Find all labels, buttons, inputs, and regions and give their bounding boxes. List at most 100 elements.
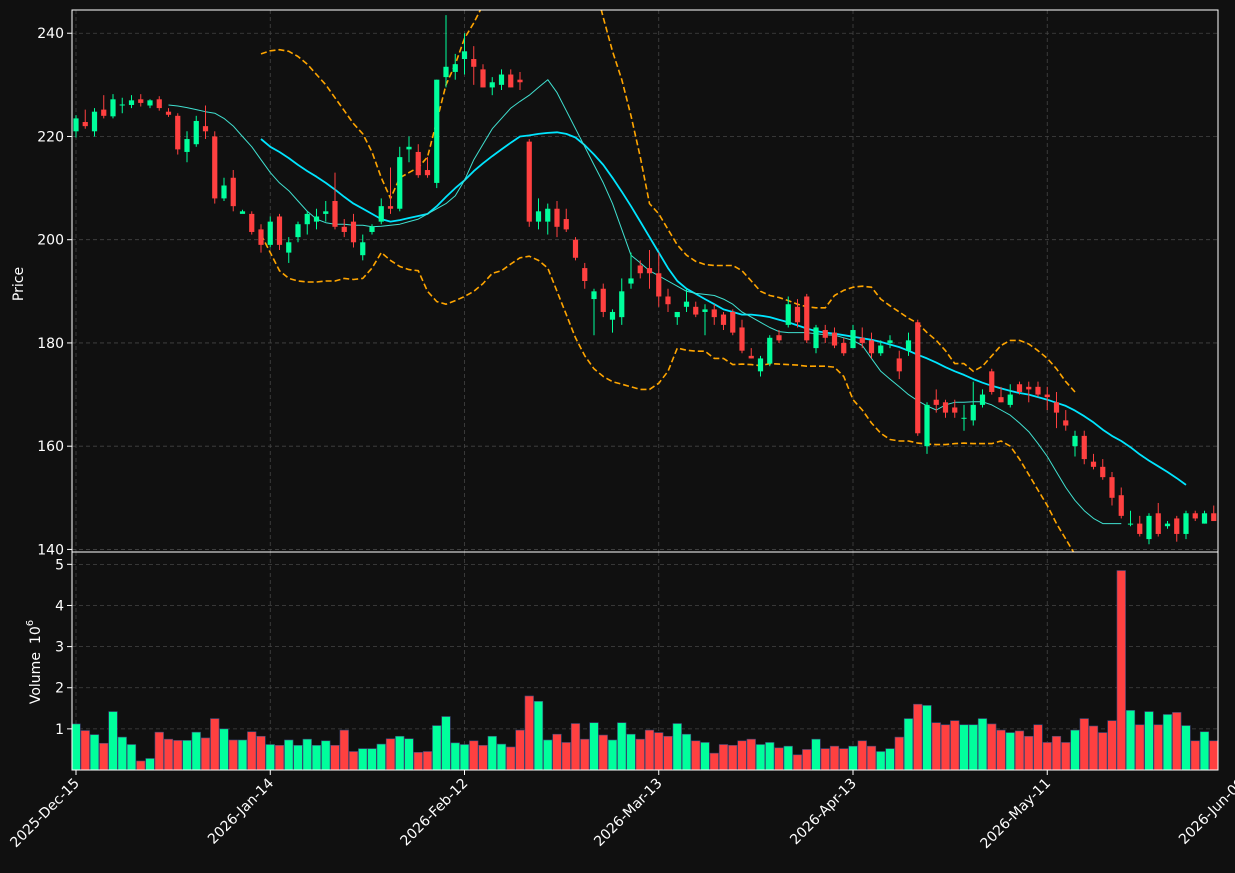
volume-bar (237, 739, 248, 771)
volume-bar (977, 718, 988, 771)
volume-bar (598, 734, 608, 771)
candle-body (785, 304, 791, 325)
candle-body (489, 82, 495, 88)
candle-body (711, 309, 717, 318)
volume-bar (894, 736, 904, 771)
candle-body (1035, 386, 1041, 395)
candle-body (683, 301, 690, 307)
volume-bar (1070, 729, 1080, 771)
candle-body (1201, 513, 1208, 524)
volume-bar (654, 732, 664, 771)
candle-body (295, 224, 301, 238)
candle-body (1183, 513, 1189, 534)
volume-bar (1162, 714, 1173, 771)
candle-body (739, 327, 745, 351)
volume-bar (71, 723, 81, 771)
volume-bar (145, 758, 155, 771)
candle-body (952, 407, 958, 413)
candle-body (1155, 513, 1161, 534)
volume-bar (80, 730, 90, 771)
candle-body (415, 151, 421, 176)
candle-body (341, 226, 347, 232)
volume-bar (1014, 730, 1025, 771)
candle-body (397, 157, 403, 209)
volume-bar (1042, 742, 1052, 771)
candle-body (693, 306, 699, 315)
candle-body (249, 213, 255, 232)
candle-body (424, 170, 431, 176)
volume-bar (256, 735, 266, 771)
volume-bar (210, 718, 220, 771)
volume-bar (728, 745, 738, 771)
volume-bar (385, 738, 396, 771)
candle-body (202, 126, 209, 132)
candle-body (156, 99, 162, 109)
candle-body (572, 239, 579, 258)
volume-bar (459, 744, 470, 771)
volume-bar (422, 751, 433, 771)
candle-body (831, 332, 838, 346)
volume-bar (561, 742, 571, 771)
upper-band-line (260, 10, 1076, 393)
volume-axis-exponent: 6 (25, 620, 36, 626)
volume-bar (1005, 732, 1015, 771)
candle-body (230, 177, 236, 207)
volume-bar (219, 728, 229, 771)
candle-body (1026, 386, 1032, 390)
volume-bar (99, 742, 109, 771)
candle-body (193, 120, 199, 145)
candle-body (850, 330, 856, 349)
price-axis-label: Price (11, 267, 27, 301)
volume-bar (672, 723, 682, 771)
candle-body (91, 111, 98, 132)
candle-body (841, 342, 847, 354)
volume-bar (737, 740, 747, 771)
volume-bar (570, 723, 581, 771)
candle-body (526, 141, 532, 222)
candle-body (794, 306, 801, 323)
volume-bar (126, 744, 137, 771)
price-tick-label: 180 (37, 336, 64, 352)
price-tick-label: 160 (37, 439, 64, 455)
price-grid (72, 10, 1218, 552)
candle-body (905, 340, 912, 351)
candle-body (665, 296, 671, 305)
volume-bar (1061, 742, 1071, 771)
volume-bar (348, 751, 359, 771)
candle-body (461, 51, 468, 60)
candle-body (822, 330, 828, 338)
candle-body (776, 335, 782, 341)
candle-body (1081, 435, 1087, 460)
volume-bar (644, 729, 655, 771)
candle-body (545, 208, 551, 222)
volume-bar (987, 723, 997, 771)
volume-bar (857, 740, 867, 771)
volume-bar (432, 725, 442, 771)
volume-bar (441, 716, 451, 771)
volume-bar (1209, 740, 1219, 771)
volume-bar (700, 742, 710, 771)
candle-body (276, 216, 283, 245)
volume-bar (1172, 712, 1182, 771)
volume-bar (450, 742, 460, 771)
candle-body (304, 213, 310, 225)
candle-body (313, 216, 320, 222)
volume-bar (922, 705, 932, 771)
volume-bar (1190, 740, 1200, 771)
candle-body (184, 139, 190, 152)
candle-body (1100, 466, 1106, 478)
volume-bar (691, 740, 701, 771)
candle-body (517, 79, 523, 83)
candle-body (748, 355, 754, 359)
volume-bar (1181, 725, 1191, 771)
volume-bar (1144, 711, 1154, 771)
volume-bar (358, 748, 368, 771)
candle-body (1072, 435, 1078, 447)
volume-bar (265, 744, 275, 771)
volume-bar (182, 740, 192, 771)
candle-body (212, 136, 218, 199)
volume-bar (709, 752, 719, 771)
candle-body (1192, 513, 1198, 519)
candle-body (1137, 523, 1143, 534)
